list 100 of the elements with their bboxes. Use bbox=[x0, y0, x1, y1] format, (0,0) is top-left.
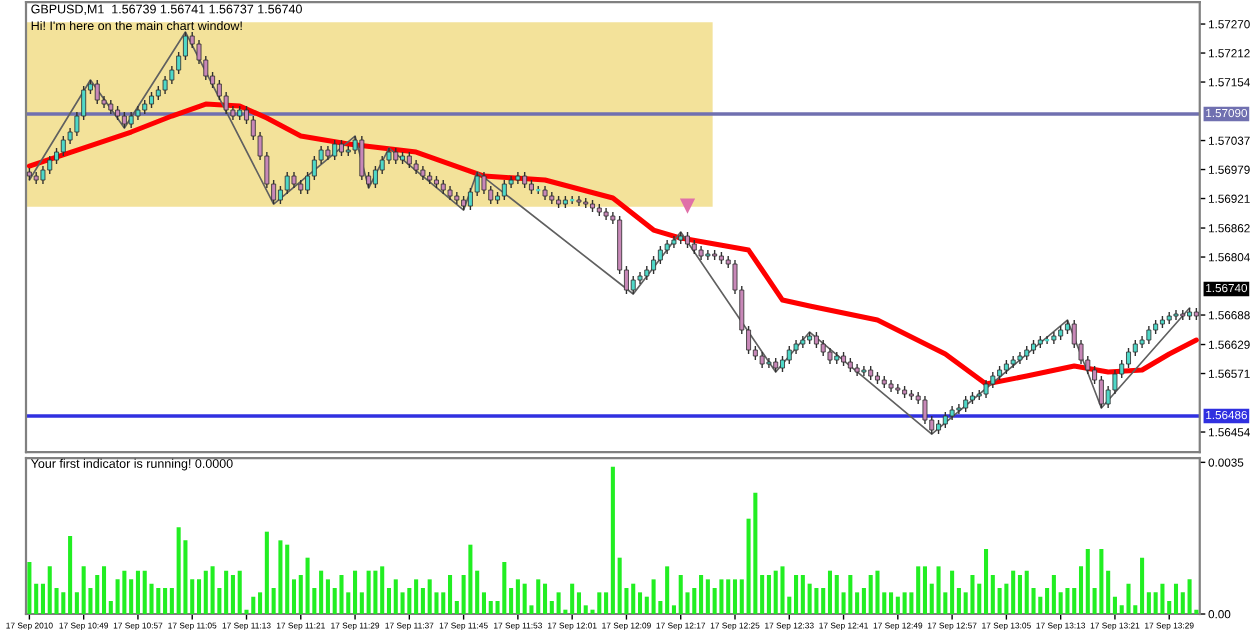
bar bbox=[414, 579, 419, 615]
bar bbox=[353, 570, 358, 615]
bar bbox=[230, 575, 235, 615]
bar bbox=[1160, 583, 1165, 615]
bar bbox=[753, 492, 758, 615]
bar bbox=[1011, 570, 1016, 615]
bar bbox=[889, 592, 894, 615]
bar bbox=[827, 570, 833, 615]
bar bbox=[27, 562, 32, 615]
bar bbox=[237, 570, 242, 615]
bar bbox=[81, 566, 86, 615]
bar bbox=[665, 566, 670, 615]
bar bbox=[224, 570, 229, 615]
bar bbox=[393, 579, 398, 615]
bar bbox=[522, 583, 527, 615]
bar bbox=[502, 562, 507, 615]
candlestick bbox=[1126, 347, 1131, 369]
bar bbox=[576, 592, 581, 615]
bar bbox=[515, 579, 520, 615]
candlestick bbox=[372, 165, 378, 189]
bar bbox=[1099, 549, 1104, 615]
bar bbox=[719, 579, 724, 615]
bar bbox=[115, 579, 120, 615]
bar bbox=[631, 583, 636, 615]
line-series bbox=[26, 101, 1199, 387]
bar bbox=[726, 579, 731, 615]
bar bbox=[597, 592, 602, 615]
bar bbox=[1024, 570, 1029, 615]
line-series bbox=[28, 31, 1191, 435]
bar bbox=[1051, 575, 1056, 615]
bar bbox=[651, 579, 656, 615]
bar bbox=[834, 575, 839, 615]
bar bbox=[732, 579, 738, 615]
bar bbox=[936, 566, 941, 615]
bar bbox=[1085, 549, 1090, 615]
bar bbox=[800, 575, 805, 615]
bar bbox=[278, 540, 283, 615]
bar bbox=[196, 579, 202, 615]
bar bbox=[366, 570, 371, 615]
bar bbox=[705, 579, 710, 615]
bar bbox=[285, 544, 290, 615]
bar bbox=[814, 588, 819, 615]
candlestick bbox=[332, 139, 338, 161]
bar bbox=[142, 570, 147, 615]
bar bbox=[895, 596, 900, 615]
bar bbox=[264, 531, 269, 615]
bar bbox=[101, 566, 107, 615]
bar bbox=[984, 549, 989, 615]
bar bbox=[380, 566, 385, 615]
bar bbox=[916, 566, 921, 615]
bar bbox=[766, 575, 771, 615]
bar bbox=[1065, 588, 1070, 615]
bar bbox=[773, 570, 778, 615]
bar bbox=[570, 583, 575, 615]
bar bbox=[1153, 592, 1158, 615]
bar bbox=[875, 570, 880, 615]
bar bbox=[305, 557, 310, 615]
bar bbox=[47, 566, 52, 615]
bar bbox=[1173, 583, 1179, 615]
candlestick bbox=[1098, 375, 1104, 409]
bar bbox=[848, 575, 853, 615]
bar bbox=[1126, 583, 1131, 615]
bar bbox=[542, 583, 548, 615]
bar bbox=[176, 527, 181, 615]
bar bbox=[610, 466, 615, 615]
bar bbox=[794, 575, 799, 615]
bar bbox=[868, 575, 873, 615]
bar bbox=[339, 575, 344, 615]
bar bbox=[163, 588, 168, 615]
bar bbox=[210, 566, 215, 615]
bar bbox=[902, 592, 907, 615]
bar bbox=[468, 544, 473, 615]
bar bbox=[637, 592, 643, 615]
bar bbox=[780, 566, 785, 615]
bar bbox=[699, 575, 704, 615]
bar bbox=[68, 536, 73, 615]
bar bbox=[970, 575, 975, 615]
bar bbox=[807, 583, 812, 615]
bar bbox=[325, 579, 330, 615]
candlestick bbox=[501, 179, 507, 201]
candlestick bbox=[60, 135, 66, 157]
bar bbox=[251, 596, 256, 615]
bar bbox=[135, 570, 140, 615]
bar bbox=[922, 566, 928, 615]
bar bbox=[129, 579, 134, 615]
bar bbox=[536, 579, 541, 615]
bar bbox=[373, 570, 378, 615]
bar bbox=[1017, 575, 1022, 615]
candlestick bbox=[284, 171, 290, 195]
bar bbox=[556, 592, 561, 615]
bar bbox=[427, 579, 432, 615]
bar bbox=[203, 570, 208, 615]
bar bbox=[1187, 579, 1192, 615]
bar bbox=[319, 570, 324, 615]
bar bbox=[1038, 596, 1043, 615]
bar bbox=[678, 575, 683, 615]
bar bbox=[950, 570, 955, 615]
bar bbox=[156, 588, 161, 615]
candlestick bbox=[94, 79, 100, 105]
bar bbox=[122, 570, 127, 615]
